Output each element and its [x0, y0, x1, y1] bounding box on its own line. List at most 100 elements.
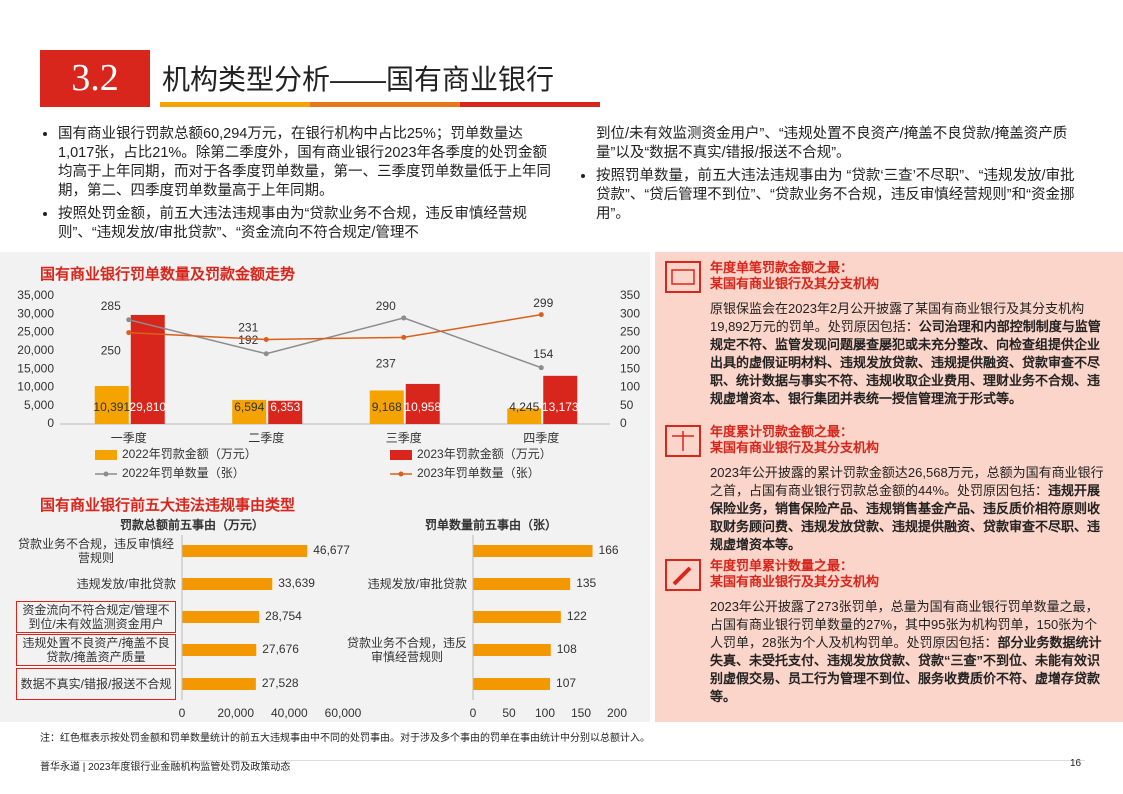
legend-label: 2022年罚款金额（万元） — [122, 446, 257, 461]
x-tick-label: 二季度 — [248, 430, 284, 445]
line-point — [538, 365, 544, 371]
highlight-subtitle: 某国有商业银行及其分支机构 — [710, 276, 880, 291]
legend-swatch — [390, 450, 412, 460]
chart-title: 国有商业银行前五大违法违规事由类型 — [40, 497, 296, 514]
legend-label: 2023年罚款金额（万元） — [417, 446, 552, 461]
bullet: 按照罚单数量，前五大违法违规事由为 “贷款‘三查’不尽职”、“违规发放/审批贷款… — [596, 167, 1088, 224]
bar-value-label: 107 — [556, 676, 576, 690]
x-tick-label: 20,000 — [217, 706, 254, 720]
x-tick-label: 200 — [607, 706, 627, 720]
x-tick-label: 三季度 — [386, 430, 422, 445]
y2-tick-label: 250 — [620, 325, 640, 339]
line-point — [401, 334, 407, 340]
bar-value-label: 46,677 — [313, 543, 350, 557]
bar — [473, 545, 593, 557]
bar-value-label: 4,245 — [509, 400, 539, 414]
legend-swatch — [103, 471, 109, 477]
bar — [182, 678, 256, 690]
bullet: 按照处罚金额，前五大违法违规事由为“贷款业务不合规，违反审慎经营规则”、“违规发… — [58, 205, 555, 243]
highlight-title: 年度累计罚款金额之最： — [710, 424, 854, 439]
highlight-body: 2023年公开披露的累计罚款金额达26,568万元，总额为国有商业银行之首，占国… — [710, 464, 1105, 554]
highlight-text: 原银保监会在2023年2月公开披露了某国有商业银行及其分支机构19,892万元的… — [710, 301, 1085, 334]
bar-value-label: 27,676 — [262, 642, 299, 656]
bar-value-label: 10,958 — [404, 400, 441, 414]
legend-label: 2023年罚单数量（张） — [417, 465, 540, 480]
bar-value-label: 166 — [599, 543, 619, 557]
y2-tick-label: 100 — [620, 380, 640, 394]
section-number: 3.2 — [40, 50, 150, 107]
y-tick-label: 25,000 — [17, 325, 54, 339]
line-point — [126, 330, 132, 336]
y-tick-label: 10,000 — [17, 380, 54, 394]
bar — [268, 400, 303, 424]
line-point — [401, 315, 407, 321]
highlight-bold: 公司治理和内部控制制度与监管规定不符、监管发现问题屡查屡犯或未充分整改、向检查组… — [710, 319, 1101, 406]
footer-rule — [40, 760, 1085, 761]
line-value-label: 285 — [101, 299, 121, 313]
highlight-text: 2023年公开披露了273张罚单，总量为国有商业银行罚单数量之最，占国有商业银行… — [710, 599, 1099, 650]
line-value-label: 290 — [376, 299, 396, 313]
chart-panel — [0, 252, 650, 722]
highlight-text: 2023年公开披露的累计罚款金额达26,568万元，总额为国有商业银行之首，占国… — [710, 465, 1104, 498]
bar — [94, 385, 129, 424]
y-tick-label: 0 — [47, 416, 54, 430]
line-value-label: 154 — [533, 347, 553, 361]
line — [128, 313, 542, 341]
line-point — [538, 312, 544, 318]
category-label: 违规发放/审批贷款 — [367, 577, 467, 591]
x-tick-label: 50 — [502, 706, 516, 720]
x-tick-label: 100 — [535, 706, 555, 720]
bar-value-label: 6,353 — [270, 400, 300, 414]
highlight-heading: 年度罚单累计数量之最： 某国有商业银行及其分支机构 — [710, 558, 1100, 590]
bar-value-label: 29,810 — [129, 400, 166, 414]
bar-value-label: 33,639 — [278, 576, 315, 590]
chart-subtitle: 罚款总额前五事由（万元） — [120, 518, 265, 532]
text-right: 到位/未有效监测资金用户”、“违规处置不良资产/掩盖不良贷款/掩盖资产质量”以及… — [578, 125, 1088, 228]
highlight-heading: 年度单笔罚款金额之最： 某国有商业银行及其分支机构 — [710, 260, 1100, 292]
x-tick-label: 一季度 — [111, 430, 147, 445]
y2-tick-label: 150 — [620, 361, 640, 375]
bar-value-label: 9,168 — [372, 400, 402, 414]
x-tick-label: 四季度 — [523, 430, 559, 445]
paragraph: 到位/未有效监测资金用户”、“违规处置不良资产/掩盖不良贷款/掩盖资产质量”以及… — [596, 126, 1068, 161]
y-tick-label: 20,000 — [17, 343, 54, 357]
highlight-panel — [655, 252, 1123, 722]
highlight-bold: 违规开展保险业务，销售保险产品、违规销售基金产品、违反质价相符原则收取财务顾问费… — [710, 483, 1101, 552]
bar-value-label: 6,594 — [234, 400, 264, 414]
x-tick-label: 0 — [470, 706, 477, 720]
category-label: 贷款业务不合规，违反审慎经营规则 — [17, 537, 174, 565]
footer-source: 普华永道 | 2023年度银行业金融机构监管处罚及政策动态 — [40, 762, 291, 773]
y2-tick-label: 50 — [620, 398, 634, 412]
bar — [543, 375, 578, 424]
x-tick-label: 150 — [571, 706, 591, 720]
bar — [507, 408, 542, 424]
text-left: 国有商业银行罚款总额60,294万元，在银行机构中占比25%；罚单数量达1,01… — [40, 125, 555, 247]
legend-label: 2022年罚单数量（张） — [122, 465, 245, 480]
category-label: 贷款业务不合规，违反审慎经营规则 — [347, 636, 468, 664]
chart-subtitle: 罚单数量前五事由（张） — [425, 518, 558, 532]
highlight-body: 2023年公开披露了273张罚单，总量为国有商业银行罚单数量之最，占国有商业银行… — [710, 598, 1105, 706]
title-rule — [460, 102, 600, 107]
category-label: 违规发放/审批贷款 — [76, 577, 176, 591]
highlight-bold: 部分业务数据统计失真、未受托支付、违规发放贷款、贷款“三查”不到位、未能有效识别… — [710, 635, 1102, 704]
y2-tick-label: 300 — [620, 306, 640, 320]
line-point — [263, 351, 269, 357]
legend-swatch — [398, 471, 404, 477]
bar — [232, 399, 267, 424]
highlight-body: 原银保监会在2023年2月公开披露了某国有商业银行及其分支机构19,892万元的… — [710, 300, 1105, 408]
highlight-title: 年度单笔罚款金额之最： — [710, 260, 854, 275]
x-tick-label: 0 — [179, 706, 186, 720]
category-label: 数据不真实/错报/报送不合规 — [16, 668, 176, 700]
line-point — [263, 337, 269, 343]
bar — [182, 578, 273, 590]
bar-value-label: 108 — [557, 642, 577, 656]
bar — [182, 611, 260, 623]
bar — [473, 578, 571, 590]
x-tick-label: 40,000 — [271, 706, 308, 720]
chart-title: 国有商业银行罚单数量及罚款金额走势 — [40, 266, 296, 283]
highlight-subtitle: 某国有商业银行及其分支机构 — [710, 440, 880, 455]
y2-tick-label: 0 — [620, 416, 627, 430]
bar — [182, 644, 257, 656]
